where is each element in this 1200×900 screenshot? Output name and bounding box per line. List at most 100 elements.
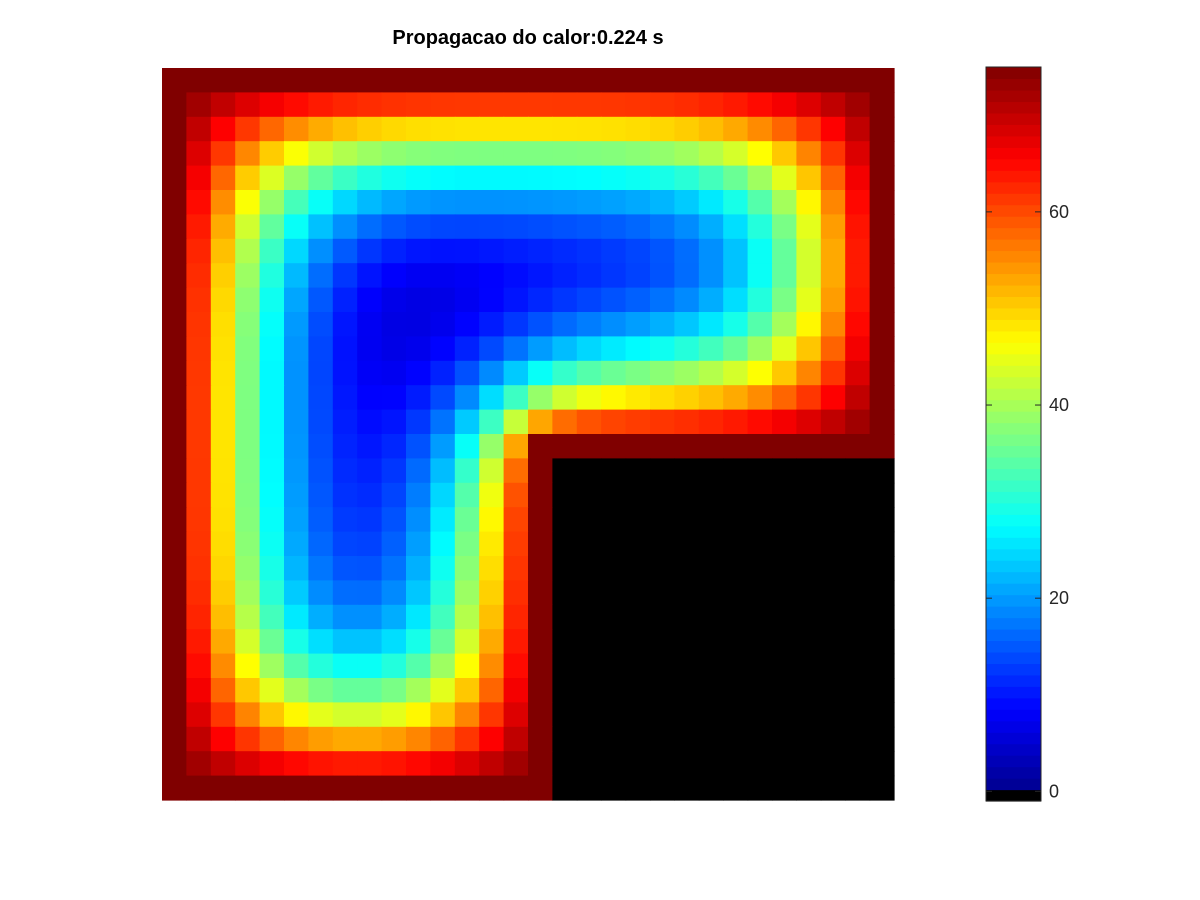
heatmap-cell (528, 165, 553, 191)
heatmap-cell (625, 214, 651, 240)
heatmap-cell (552, 312, 578, 337)
heatmap-cell (235, 556, 261, 581)
masked-cell (820, 702, 846, 728)
heatmap-cell (772, 434, 797, 459)
heatmap-cell (576, 190, 602, 215)
heatmap-cell (747, 312, 773, 337)
heatmap-cell (479, 360, 505, 386)
colorbar-swatch (986, 778, 1041, 791)
masked-cell (698, 751, 724, 777)
heatmap-cell (186, 238, 212, 264)
heatmap-cell (406, 116, 431, 142)
heatmap-cell (162, 629, 187, 655)
heatmap-plot (162, 68, 895, 801)
heatmap-cell (479, 336, 505, 362)
heatmap-cell (186, 458, 212, 484)
heatmap-cell (601, 214, 627, 240)
heatmap-cell (235, 336, 261, 362)
heatmap-cell (406, 141, 431, 167)
heatmap-cell (430, 629, 456, 655)
heatmap-cell (357, 214, 383, 240)
heatmap-cell (430, 190, 456, 215)
heatmap-cell (479, 214, 505, 240)
heatmap-cell (747, 238, 773, 264)
masked-cell (747, 458, 773, 484)
heatmap-cell (430, 434, 456, 459)
heatmap-cell (454, 775, 480, 801)
heatmap-cell (479, 751, 505, 777)
heatmap-cell (454, 92, 480, 118)
heatmap-cell (528, 434, 553, 459)
heatmap-cell (381, 434, 407, 459)
heatmap-cell (528, 726, 553, 752)
heatmap-cell (406, 653, 431, 679)
masked-cell (747, 775, 773, 801)
heatmap-cell (430, 482, 456, 508)
masked-cell (747, 556, 773, 581)
heatmap-cell (454, 702, 480, 728)
heatmap-cell (332, 409, 358, 435)
heatmap-cell (235, 458, 261, 484)
heatmap-cell (162, 116, 187, 142)
heatmap-cell (259, 653, 285, 679)
heatmap-cell (845, 141, 871, 167)
heatmap-cell (747, 434, 773, 459)
heatmap-cell (674, 68, 700, 93)
heatmap-cell (869, 263, 895, 289)
heatmap-cell (430, 653, 456, 679)
heatmap-cell (186, 287, 212, 313)
colorbar-swatch (986, 583, 1041, 596)
heatmap-cell (284, 531, 309, 557)
heatmap-cell (845, 360, 871, 386)
masked-cell (552, 726, 578, 752)
heatmap-cell (430, 604, 456, 630)
masked-cell (820, 775, 846, 801)
masked-cell (576, 604, 602, 630)
heatmap-cell (210, 190, 236, 215)
colorbar-tick-label: 0 (1049, 781, 1059, 801)
heatmap-cell (503, 214, 529, 240)
masked-cell (674, 556, 700, 581)
colorbar-swatch (986, 628, 1041, 642)
heatmap-cell (650, 165, 675, 191)
heatmap-cell (454, 726, 480, 752)
heatmap-cell (698, 385, 724, 411)
masked-cell (698, 458, 724, 484)
heatmap-cell (308, 507, 334, 533)
heatmap-cell (698, 360, 724, 386)
heatmap-cell (698, 214, 724, 240)
heatmap-cell (162, 190, 187, 215)
heatmap-cell (162, 775, 187, 801)
heatmap-cell (723, 385, 749, 411)
heatmap-cell (454, 263, 480, 289)
heatmap-cell (284, 141, 309, 167)
heatmap-cell (186, 385, 212, 411)
heatmap-cell (528, 678, 553, 703)
heatmap-cell (308, 531, 334, 557)
heatmap-cell (332, 702, 358, 728)
heatmap-cell (528, 141, 553, 167)
heatmap-cell (332, 141, 358, 167)
heatmap-cell (308, 116, 334, 142)
masked-cell (723, 482, 749, 508)
heatmap-cell (284, 556, 309, 581)
heatmap-cell (625, 116, 651, 142)
heatmap-cell (796, 92, 822, 118)
heatmap-cell (186, 702, 212, 728)
heatmap-cell (723, 263, 749, 289)
heatmap-cell (284, 312, 309, 337)
heatmap-cell (479, 580, 505, 606)
heatmap-cell (454, 190, 480, 215)
heatmap-cell (650, 263, 675, 289)
heatmap-cell (601, 287, 627, 313)
heatmap-cell (576, 336, 602, 362)
masked-cell (552, 702, 578, 728)
heatmap-cell (772, 214, 797, 240)
heatmap-cell (601, 141, 627, 167)
heatmap-cell (528, 68, 553, 93)
heatmap-cell (235, 92, 261, 118)
heatmap-cell (381, 68, 407, 93)
heatmap-cell (357, 604, 383, 630)
masked-cell (552, 775, 578, 801)
heatmap-cell (747, 116, 773, 142)
